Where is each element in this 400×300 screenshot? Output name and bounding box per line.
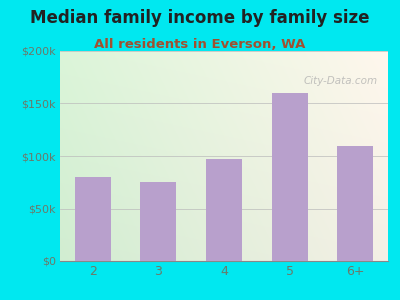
Bar <box>337 146 373 261</box>
Bar <box>140 182 176 261</box>
Bar <box>206 159 242 261</box>
Bar <box>75 177 111 261</box>
Bar <box>272 93 308 261</box>
Text: All residents in Everson, WA: All residents in Everson, WA <box>94 38 306 50</box>
Text: Median family income by family size: Median family income by family size <box>30 9 370 27</box>
Text: City-Data.com: City-Data.com <box>304 76 378 86</box>
